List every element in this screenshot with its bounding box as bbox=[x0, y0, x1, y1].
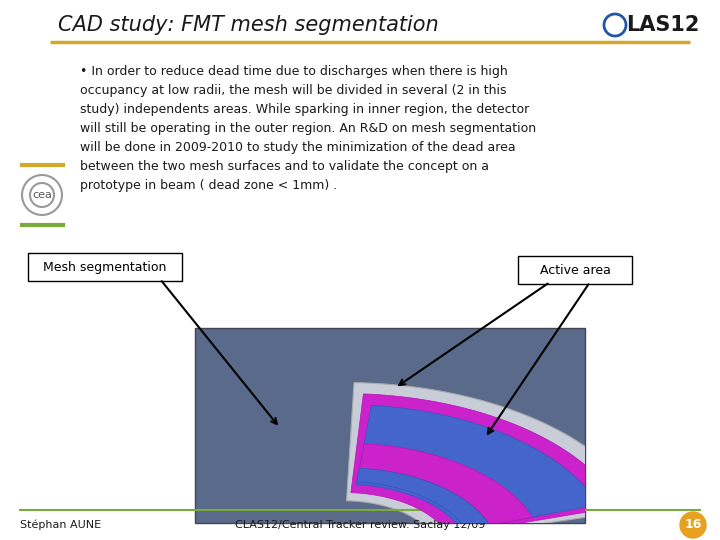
Text: will be done in 2009-2010 to study the minimization of the dead area: will be done in 2009-2010 to study the m… bbox=[80, 141, 516, 154]
Text: between the two mesh surfaces and to validate the concept on a: between the two mesh surfaces and to val… bbox=[80, 160, 489, 173]
Text: cea: cea bbox=[32, 190, 52, 200]
Text: study) independents areas. While sparking in inner region, the detector: study) independents areas. While sparkin… bbox=[80, 103, 529, 116]
Text: LAS12: LAS12 bbox=[626, 15, 699, 35]
FancyBboxPatch shape bbox=[28, 253, 182, 281]
Text: Mesh segmentation: Mesh segmentation bbox=[43, 260, 167, 273]
Text: 16: 16 bbox=[684, 518, 702, 531]
Text: • In order to reduce dead time due to discharges when there is high: • In order to reduce dead time due to di… bbox=[80, 65, 508, 78]
Polygon shape bbox=[356, 406, 598, 531]
Text: CAD study: FMT mesh segmentation: CAD study: FMT mesh segmentation bbox=[58, 15, 438, 35]
Polygon shape bbox=[351, 394, 621, 535]
Text: occupancy at low radii, the mesh will be divided in several (2 in this: occupancy at low radii, the mesh will be… bbox=[80, 84, 506, 97]
Bar bbox=[195, 328, 585, 523]
Text: will still be operating in the outer region. An R&D on mesh segmentation: will still be operating in the outer reg… bbox=[80, 122, 536, 135]
Polygon shape bbox=[357, 468, 490, 530]
Text: CLAS12/Central Tracker review. Saclay 12/09: CLAS12/Central Tracker review. Saclay 12… bbox=[235, 520, 485, 530]
FancyBboxPatch shape bbox=[518, 256, 632, 284]
Text: Active area: Active area bbox=[539, 264, 611, 276]
Polygon shape bbox=[346, 383, 643, 539]
Polygon shape bbox=[359, 443, 532, 525]
Circle shape bbox=[680, 512, 706, 538]
Text: Stéphan AUNE: Stéphan AUNE bbox=[20, 519, 101, 530]
Text: prototype in beam ( dead zone < 1mm) .: prototype in beam ( dead zone < 1mm) . bbox=[80, 179, 337, 192]
